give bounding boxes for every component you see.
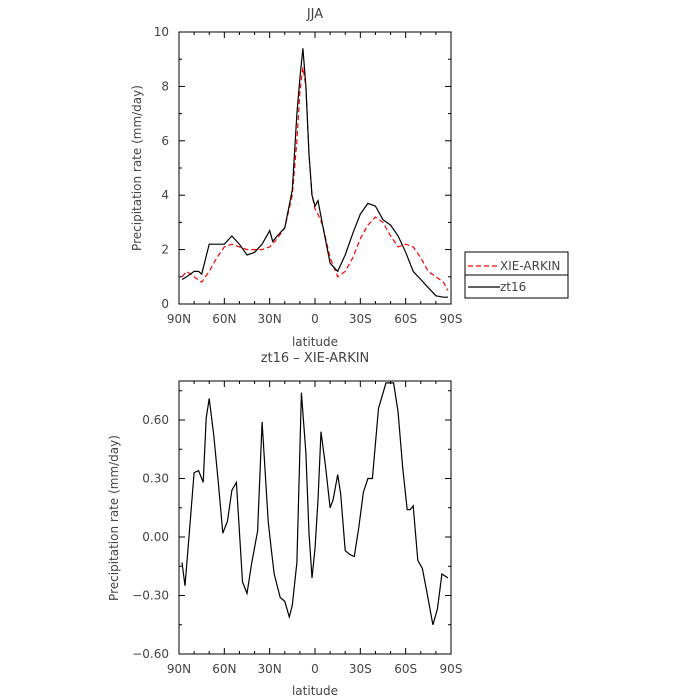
top-panel-title: JJA <box>306 7 323 22</box>
top-panel: JJA 90N 60N 30N 0 30S 60S 90S 0 2 4 6 8 10 latitude… <box>130 7 462 349</box>
y-tick-label: 4 <box>161 188 169 202</box>
bottom-x-ticks: 90N 60N 30N 0 30S 60S 90S <box>167 381 463 676</box>
bottom-y-axis-label: Precipitation rate (mm/day) <box>107 435 121 601</box>
y-tick-label: −0.60 <box>132 647 169 661</box>
y-tick-label: 0.60 <box>142 413 169 427</box>
top-series <box>181 48 449 298</box>
bottom-series <box>181 382 449 625</box>
series-line-zt16 <box>181 48 448 298</box>
x-tick-label: 60S <box>394 662 417 676</box>
y-tick-label: −0.30 <box>132 589 169 603</box>
y-tick-label: 2 <box>161 243 169 257</box>
y-tick-label: 6 <box>161 134 169 148</box>
legend: XIE-ARKIN zt16 <box>464 251 569 299</box>
top-y-ticks: 0 2 4 6 8 10 <box>154 25 451 311</box>
bottom-plot-frame <box>178 380 452 655</box>
top-x-axis-label: latitude <box>292 335 338 349</box>
bottom-panel: zt16 – XIE-ARKIN 90N 60N 30N 0 30S 60S 90S −0.… <box>107 351 462 698</box>
bottom-panel-title: zt16 – XIE-ARKIN <box>261 351 370 366</box>
x-tick-label: 60N <box>212 662 236 676</box>
x-tick-label: 90S <box>440 662 463 676</box>
y-tick-label: 0.30 <box>142 472 169 486</box>
x-tick-label: 30N <box>258 312 282 326</box>
x-tick-label: 30S <box>349 662 372 676</box>
series-line-difference <box>181 382 449 625</box>
x-tick-label: 60S <box>394 312 417 326</box>
y-tick-label: 0 <box>161 297 169 311</box>
legend-label-xie-arkin: XIE-ARKIN <box>500 259 560 273</box>
x-tick-label: 60N <box>212 312 236 326</box>
x-tick-label: 0 <box>311 662 319 676</box>
top-y-axis-label: Precipitation rate (mm/day) <box>130 85 144 251</box>
bottom-x-axis-label: latitude <box>292 684 338 698</box>
top-x-ticks: 90N 60N 30N 0 30S 60S 90S <box>167 32 463 326</box>
y-tick-label: 10 <box>154 25 169 39</box>
bottom-y-ticks: −0.60 −0.30 0.00 0.30 0.60 <box>132 390 451 661</box>
x-tick-label: 90N <box>167 662 191 676</box>
x-tick-label: 30N <box>258 662 282 676</box>
x-tick-label: 90S <box>440 312 463 326</box>
legend-label-zt16: zt16 <box>500 280 526 294</box>
x-tick-label: 90N <box>167 312 191 326</box>
y-tick-label: 8 <box>161 79 169 93</box>
x-tick-label: 30S <box>349 312 372 326</box>
y-tick-label: 0.00 <box>142 530 169 544</box>
x-tick-label: 0 <box>311 312 319 326</box>
